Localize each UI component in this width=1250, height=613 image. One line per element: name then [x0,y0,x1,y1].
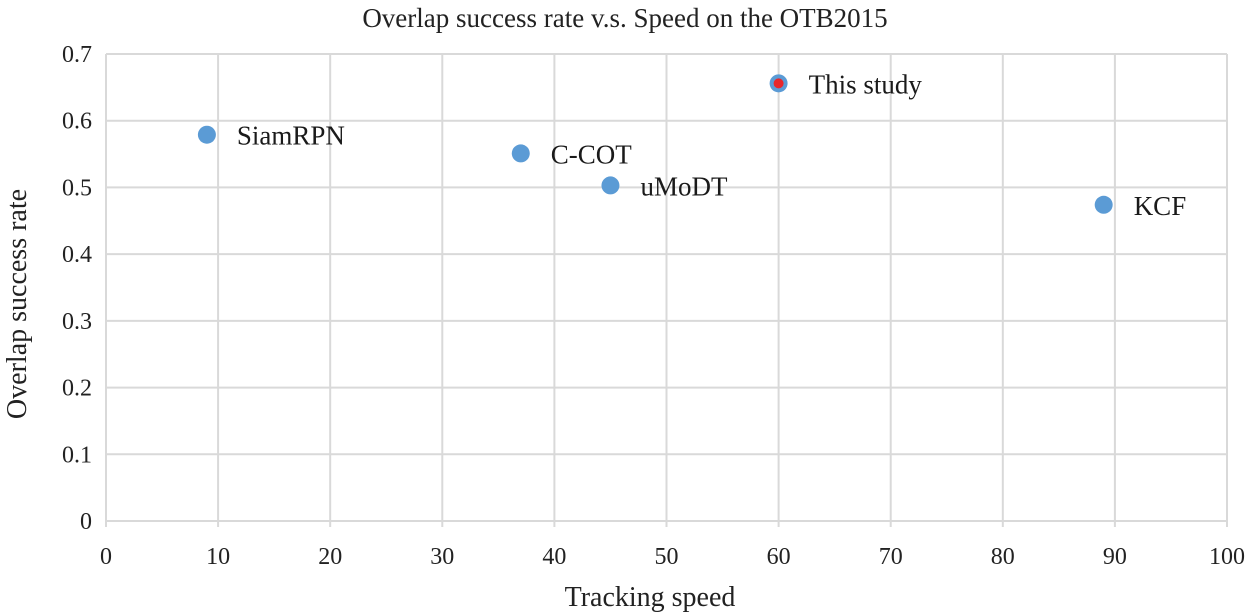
point-label-kcf: KCF [1134,191,1187,221]
y-tick-label: 0.4 [62,242,92,268]
point-highlight-this-study [773,78,784,89]
point-umodt [601,176,620,195]
x-tick-label: 40 [542,544,566,570]
x-tick-label: 100 [1209,544,1245,570]
x-tick-label: 0 [100,544,112,570]
point-kcf [1094,195,1113,214]
x-tick-label: 20 [318,544,342,570]
x-tick-label: 10 [206,544,230,570]
x-tick-label: 70 [879,544,903,570]
chart-title: Overlap success rate v.s. Speed on the O… [362,3,887,33]
gridlines [105,53,1228,527]
x-tick-label: 50 [655,544,679,570]
y-axis-title: Overlap success rate [2,189,33,419]
y-tick-label: 0.7 [62,42,92,68]
point-label-this-study: This study [809,69,923,99]
y-tick-label: 0.1 [62,442,92,468]
x-tick-label: 30 [430,544,454,570]
y-tick-label: 0.6 [62,109,92,135]
x-axis-ticks: 0 10 20 30 40 50 60 70 80 90 100 [100,544,1245,570]
x-tick-label: 80 [991,544,1015,570]
x-tick-label: 90 [1103,544,1127,570]
y-tick-label: 0.3 [62,309,92,335]
x-axis-title: Tracking speed [565,582,736,613]
x-tick-label: 60 [767,544,791,570]
y-axis-ticks: 0 0.1 0.2 0.3 0.4 0.5 0.6 0.7 [62,42,92,535]
point-label-c-cot: C-COT [551,139,633,169]
point-c-cot [511,144,530,163]
point-siamrpn [197,125,216,144]
point-label-umodt: uMoDT [640,171,728,201]
y-tick-label: 0.5 [62,175,92,201]
y-tick-label: 0 [80,509,92,535]
point-label-siamrpn: SiamRPN [237,121,345,151]
y-tick-label: 0.2 [62,376,92,402]
